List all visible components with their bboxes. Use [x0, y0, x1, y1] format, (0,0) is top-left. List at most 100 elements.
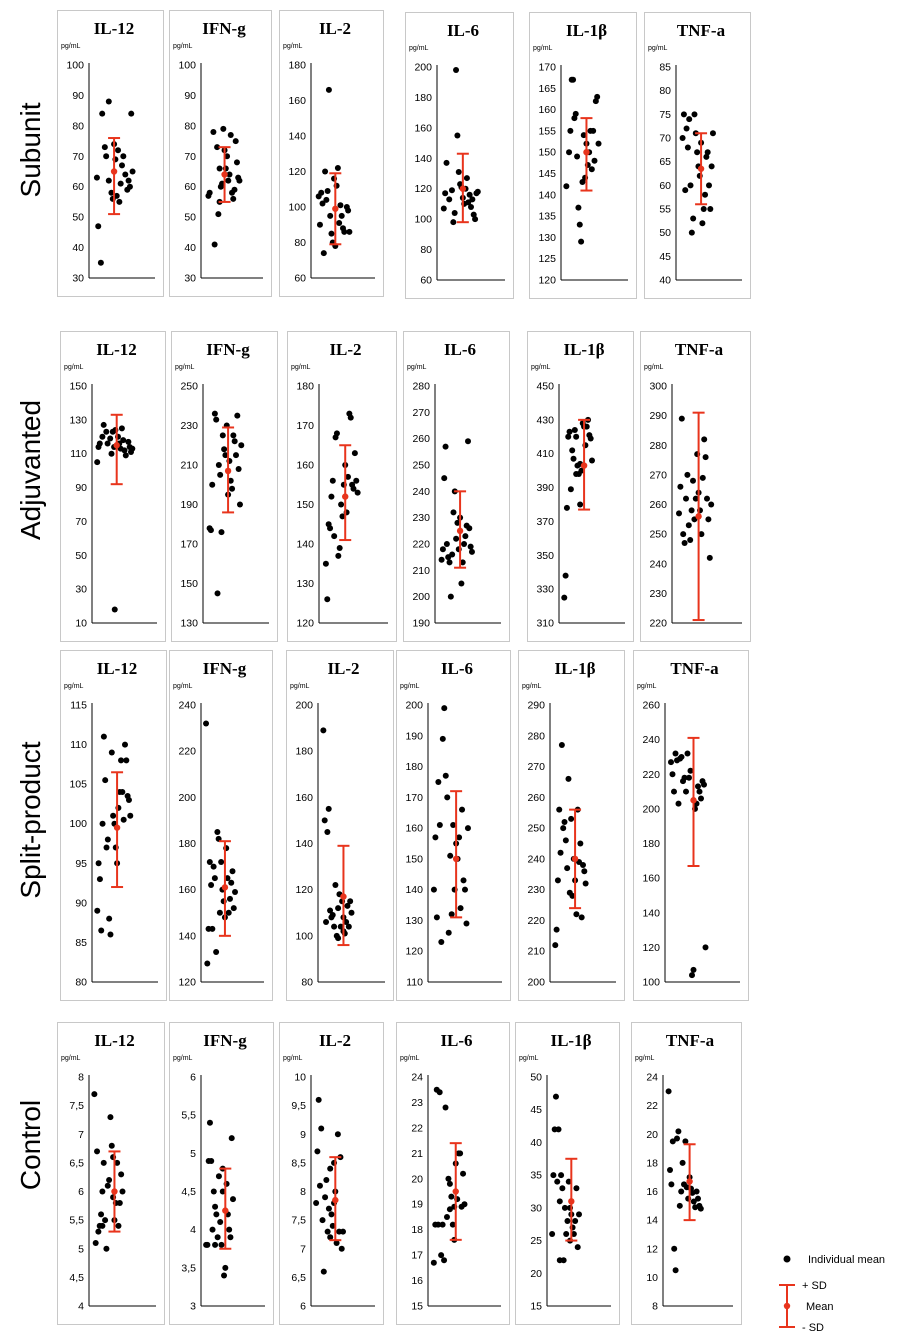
- y-tick-label: 160: [414, 122, 432, 134]
- y-tick-label: 270: [649, 469, 667, 481]
- y-tick-label: 150: [538, 147, 556, 159]
- data-point: [580, 862, 586, 869]
- y-tick-label: 230: [527, 884, 545, 896]
- y-tick-label: 125: [538, 253, 556, 265]
- panel-frame: [631, 1022, 742, 1325]
- data-point: [226, 171, 233, 178]
- panel-il-12: IL-12 pg/mL 10 30 50 70 90 110 130 150: [60, 331, 166, 642]
- data-point: [209, 925, 216, 932]
- data-point: [209, 1226, 216, 1233]
- y-tick-label: 220: [178, 746, 196, 758]
- data-point: [675, 800, 682, 807]
- y-tick-label: 160: [178, 884, 196, 896]
- data-point: [445, 1175, 452, 1182]
- data-point: [691, 111, 698, 118]
- y-tick-label: 240: [649, 558, 667, 570]
- data-point: [556, 1198, 563, 1205]
- data-point: [467, 543, 474, 550]
- data-point: [671, 1245, 678, 1252]
- data-point: [114, 1159, 121, 1166]
- data-point: [699, 474, 706, 481]
- data-point: [233, 452, 239, 459]
- data-point: [667, 1167, 673, 1174]
- data-point: [590, 127, 597, 134]
- data-point: [466, 191, 473, 198]
- data-point: [333, 430, 340, 437]
- panel-frame: [279, 1022, 384, 1325]
- data-point: [103, 1245, 110, 1252]
- data-point: [565, 775, 572, 782]
- y-tick-label: 10: [646, 1272, 658, 1284]
- y-tick-label: 5: [78, 1243, 84, 1255]
- y-tick-label: 15: [411, 1301, 423, 1313]
- data-point: [318, 1125, 325, 1132]
- data-point: [224, 875, 231, 882]
- mean-point: [571, 855, 579, 863]
- data-point: [678, 415, 685, 422]
- unit-label: pg/mL: [648, 45, 668, 52]
- data-point: [340, 1228, 346, 1235]
- y-tick-label: 50: [72, 212, 84, 224]
- data-point: [464, 825, 471, 832]
- panel-title: IL-6: [444, 340, 476, 359]
- panel-frame: [169, 10, 272, 297]
- data-point: [677, 483, 684, 490]
- data-point: [669, 1138, 676, 1145]
- unit-label: pg/mL: [61, 43, 81, 50]
- data-point: [102, 1217, 109, 1224]
- mean-point: [222, 1207, 229, 1214]
- data-point: [104, 836, 111, 843]
- y-tick-label: 100: [69, 818, 87, 830]
- data-point: [329, 912, 336, 919]
- y-tick-label: 250: [649, 529, 667, 541]
- panel-frame: [396, 1022, 510, 1325]
- panel-frame: [287, 331, 397, 642]
- data-point: [460, 877, 467, 884]
- y-tick-label: 240: [412, 486, 430, 498]
- data-point: [104, 1182, 111, 1189]
- unit-label: pg/mL: [64, 364, 84, 371]
- data-point: [228, 1135, 235, 1142]
- panel-frame: [169, 1022, 274, 1325]
- y-tick-label: 8: [300, 1186, 306, 1198]
- data-point: [212, 1241, 219, 1248]
- data-point: [466, 525, 473, 532]
- data-point: [328, 493, 335, 500]
- data-point: [680, 531, 687, 538]
- panel-il-1-: IL-1β pg/mL 15 20 25 30 35 40 45 50: [515, 1022, 620, 1325]
- y-tick-label: 250: [180, 381, 198, 393]
- data-point: [435, 1221, 442, 1228]
- data-point: [582, 880, 589, 887]
- y-tick-label: 140: [295, 838, 313, 850]
- row-label: Control: [15, 1100, 46, 1190]
- data-point: [108, 450, 115, 457]
- data-point: [455, 168, 462, 175]
- data-point: [552, 1093, 559, 1100]
- y-tick-label: 55: [659, 204, 671, 216]
- data-point: [572, 1217, 579, 1224]
- y-tick-label: 9: [300, 1129, 306, 1141]
- data-point: [337, 202, 344, 209]
- y-tick-label: 6,5: [291, 1272, 306, 1284]
- y-tick-label: 200: [642, 803, 660, 815]
- data-point: [577, 501, 584, 508]
- unit-label: pg/mL: [173, 1055, 193, 1062]
- panel-tnf-a: TNF-a pg/mL 100 120 140 160 180 200 220 240 260: [633, 650, 749, 1001]
- data-point: [119, 162, 125, 169]
- data-point: [110, 812, 117, 819]
- data-point: [125, 177, 132, 184]
- data-point: [681, 774, 688, 781]
- y-tick-label: 30: [72, 273, 84, 285]
- data-point: [686, 116, 693, 123]
- y-tick-label: 230: [412, 512, 430, 524]
- data-point: [591, 157, 598, 164]
- mean-point: [459, 185, 467, 192]
- data-point: [211, 410, 218, 417]
- data-point: [573, 433, 580, 440]
- panel-title: IL-2: [319, 1031, 351, 1050]
- data-point: [104, 440, 111, 447]
- y-tick-label: 200: [527, 977, 545, 989]
- unit-label: pg/mL: [400, 683, 420, 690]
- data-point: [327, 1165, 334, 1172]
- unit-label: pg/mL: [519, 1055, 539, 1062]
